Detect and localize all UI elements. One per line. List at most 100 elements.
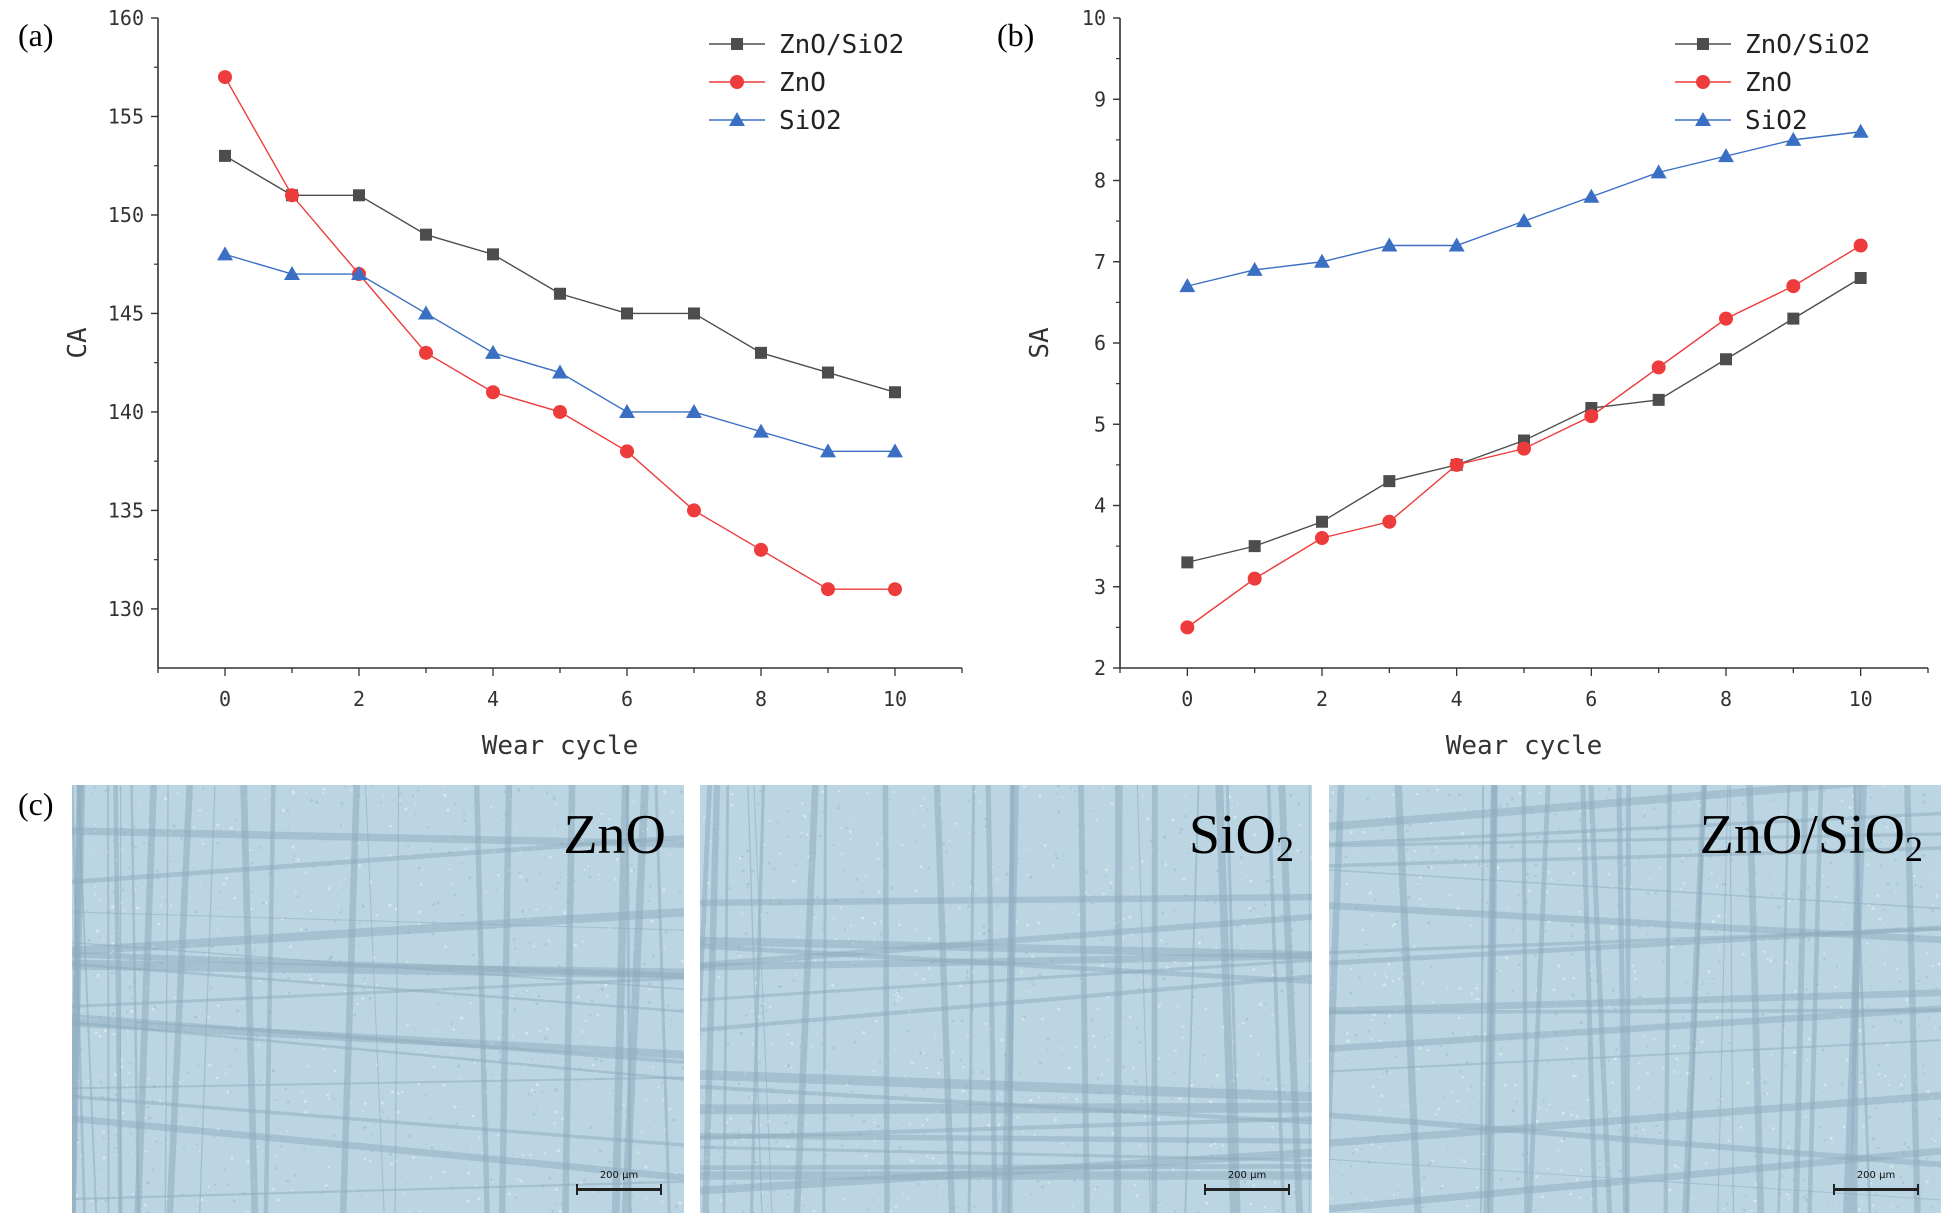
speckle [1794,990,1797,993]
speckle [1667,1203,1670,1206]
speckle [1707,889,1710,891]
speckle [303,1148,306,1151]
speckle [1470,1084,1473,1088]
data-point [1853,238,1868,253]
speckle [1874,1193,1877,1196]
speckle [744,1013,748,1017]
speckle [872,921,876,925]
speckle [1674,897,1676,900]
speckle [274,1154,277,1157]
speckle [562,1062,565,1065]
speckle [193,826,196,829]
speckle [275,1101,277,1103]
speckle [1505,803,1509,807]
speckle [388,842,391,844]
speckle [1037,921,1041,925]
speckle [1213,900,1217,904]
speckle [1362,807,1365,810]
speckle [978,1113,981,1116]
speckle [490,1073,493,1076]
speckle [1922,1072,1925,1075]
speckle [1029,1098,1033,1102]
speckle [984,1022,987,1026]
speckle [110,971,114,975]
speckle [307,1065,310,1068]
speckle [1356,851,1358,854]
speckle [134,825,137,828]
speckle [272,1187,275,1191]
speckle [442,1170,446,1174]
speckle [113,1151,116,1154]
speckle [879,932,883,936]
speckle [727,1044,730,1046]
speckle [208,1063,212,1067]
speckle [1646,1045,1649,1048]
speckle [1806,886,1810,890]
speckle [1157,1117,1161,1121]
speckle [717,974,719,976]
speckle [254,950,257,953]
speckle [430,1176,433,1179]
speckle [442,785,445,788]
speckle [803,814,807,818]
speckle [1280,914,1283,917]
speckle [196,1064,199,1067]
speckle [616,827,619,830]
speckle [636,1151,639,1154]
speckle [1391,924,1395,927]
speckle [1710,1077,1713,1080]
speckle [1076,808,1079,811]
speckle [151,1141,153,1143]
speckle [1678,810,1681,813]
speckle [1750,1209,1753,1212]
speckle [399,793,401,796]
speckle [472,953,475,957]
speckle [1436,788,1439,792]
speckle [664,930,668,934]
speckle [894,1049,897,1052]
y-tick-label: 145 [108,301,144,325]
speckle [1688,848,1692,852]
speckle [496,873,500,877]
speckle [418,910,422,914]
speckle [1378,1076,1381,1079]
speckle [1896,1205,1899,1208]
speckle [1765,1078,1767,1080]
speckle [490,806,492,809]
speckle [1122,918,1125,921]
speckle [1496,866,1500,870]
speckle [750,1120,754,1124]
micrograph-label-zno: ZnO [563,804,666,866]
speckle [559,876,562,879]
speckle [1016,1116,1019,1119]
speckle [1182,877,1186,881]
speckle [96,929,100,933]
speckle [652,955,655,958]
speckle [1196,1042,1198,1044]
speckle [1860,1201,1863,1204]
speckle [206,1015,210,1019]
speckle [1167,1179,1169,1181]
speckle [1204,1056,1207,1059]
legend-marker [730,75,744,89]
speckle [453,893,456,897]
speckle [1173,868,1177,872]
speckle [898,1146,901,1150]
speckle [592,1121,595,1123]
speckle [1770,1053,1773,1056]
speckle [1515,1100,1519,1103]
speckle [614,878,617,882]
data-point [621,307,633,320]
speckle [926,1118,929,1121]
x-tick-label: 10 [1849,687,1873,711]
speckle [1702,944,1705,947]
speckle [90,1199,93,1202]
speckle [1611,988,1615,992]
speckle [1886,825,1889,828]
speckle [1371,1085,1375,1089]
speckle [1108,937,1110,939]
speckle [1461,1075,1465,1079]
data-point [1181,556,1194,569]
micrograph-label-sio2: SiO2 [1188,804,1294,869]
speckle [1905,998,1909,1002]
